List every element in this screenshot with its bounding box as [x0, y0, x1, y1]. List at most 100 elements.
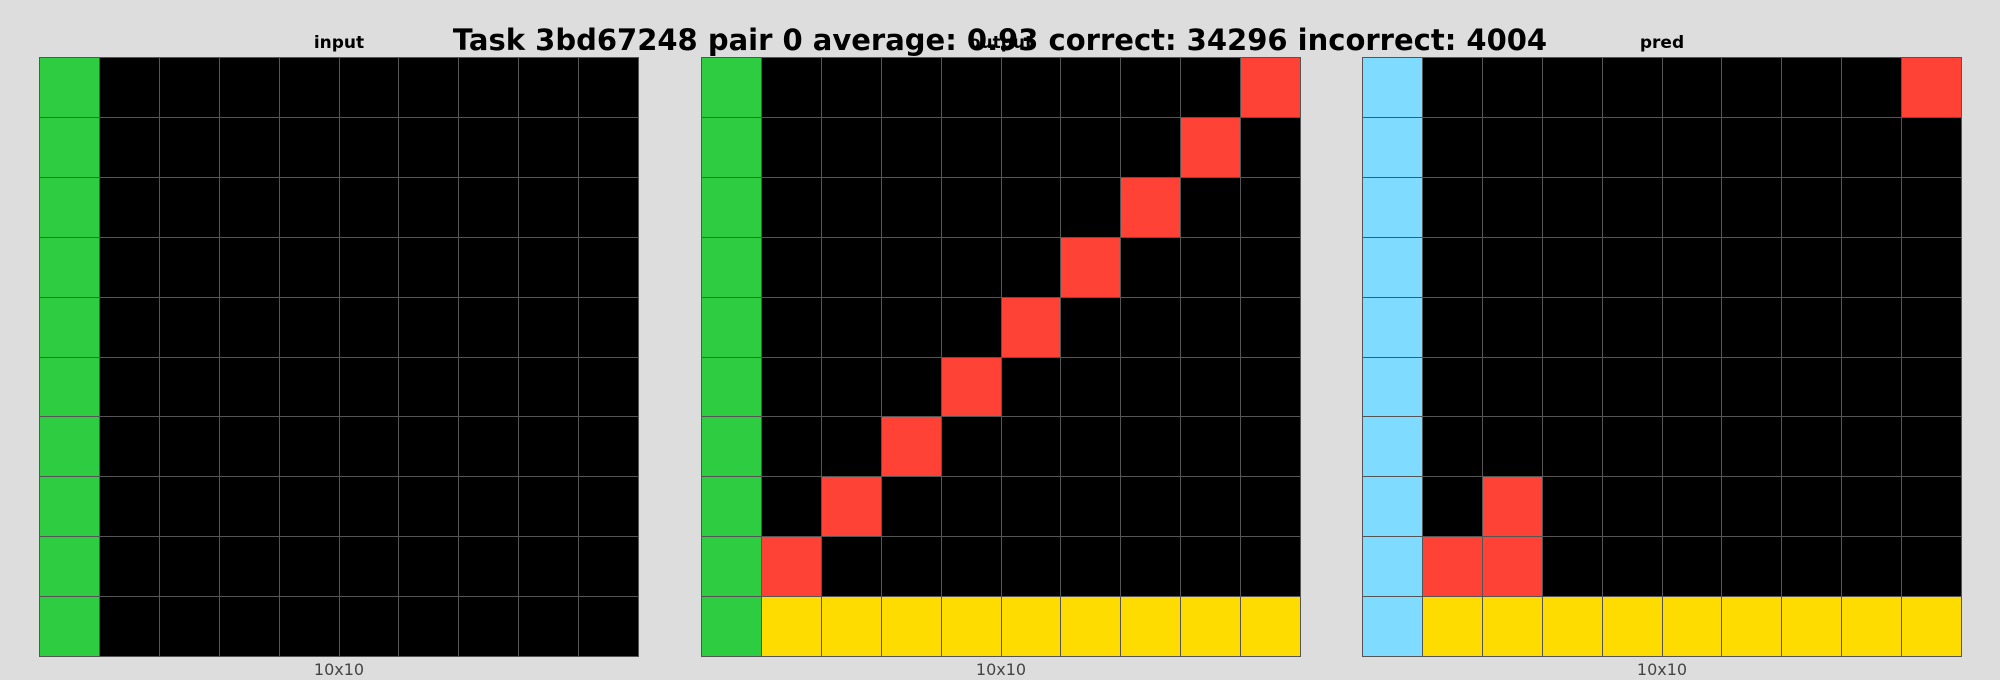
grid-cell [159, 537, 219, 597]
grid-cell [702, 357, 761, 417]
grid-cell [941, 477, 1001, 537]
grid-cell [99, 117, 159, 177]
panel-title-input: input [313, 33, 365, 53]
grid-cell [1001, 537, 1061, 597]
panel-pred: pred 10x10 [1362, 0, 1962, 679]
grid-cell [1842, 477, 1902, 537]
grid-cell [279, 597, 339, 656]
grid-cell [339, 537, 399, 597]
grid-cell [1241, 237, 1300, 297]
grid-cell [881, 597, 941, 656]
grid-cell [339, 117, 399, 177]
grid-cell [1001, 477, 1061, 537]
grid-cell [40, 417, 99, 477]
grid-cell [1842, 237, 1902, 297]
grid-cell [1422, 357, 1482, 417]
grid-cell [99, 297, 159, 357]
grid-cell [1363, 477, 1422, 537]
grid-cell [821, 537, 881, 597]
grid-cell [761, 117, 821, 177]
grid-cell [1241, 417, 1300, 477]
grid-cell [881, 237, 941, 297]
grid-cell [1782, 177, 1842, 237]
grid-cell [219, 117, 279, 177]
grid-cell [579, 417, 638, 477]
pred-size-label: 10x10 [1636, 660, 1688, 679]
grid-cell [459, 477, 519, 537]
grid-cell [159, 477, 219, 537]
grid-cell [519, 597, 579, 656]
grid-cell [1542, 597, 1602, 656]
grid-cell [1061, 477, 1121, 537]
grid-cell [99, 237, 159, 297]
grid-cell [40, 297, 99, 357]
grid-cell [159, 117, 219, 177]
grid-cell [1422, 297, 1482, 357]
grid-cell [459, 177, 519, 237]
grid-cell [1662, 58, 1722, 117]
grid-cell [399, 237, 459, 297]
grid-cell [1542, 297, 1602, 357]
grid-cell [1662, 297, 1722, 357]
output-size-label: 10x10 [975, 660, 1027, 679]
grid-cell [1602, 537, 1662, 597]
grid-cell [821, 117, 881, 177]
grid-cell [219, 417, 279, 477]
grid-cell [339, 417, 399, 477]
grid-cell [1363, 58, 1422, 117]
grid-cell [1061, 117, 1121, 177]
grid-cell [1001, 117, 1061, 177]
grid-cell [1181, 177, 1241, 237]
grid-cell [1722, 237, 1782, 297]
grid-cell [1061, 417, 1121, 477]
grid-cell [821, 58, 881, 117]
grid-cell [1782, 297, 1842, 357]
grid-cell [40, 58, 99, 117]
grid-cell [579, 477, 638, 537]
grid-cell [1482, 537, 1542, 597]
grid-cell [1061, 537, 1121, 597]
grid-cell [1902, 537, 1961, 597]
grid-cell [1001, 357, 1061, 417]
grid-cell [1422, 58, 1482, 117]
grid-cell [1181, 237, 1241, 297]
grid-cell [1902, 417, 1961, 477]
grid-cell [702, 177, 761, 237]
grid-cell [1241, 477, 1300, 537]
grid-cell [519, 417, 579, 477]
grid-cell [821, 177, 881, 237]
grid-cell [1121, 537, 1181, 597]
grid-cell [702, 297, 761, 357]
grid-cell [1722, 477, 1782, 537]
grid-cell [459, 297, 519, 357]
grid-cell [702, 417, 761, 477]
grid-cell [40, 237, 99, 297]
grid-cell [1482, 417, 1542, 477]
grid-cell [1121, 297, 1181, 357]
grid-cell [1602, 597, 1662, 656]
grid-cell [702, 477, 761, 537]
grid-cell [519, 297, 579, 357]
grid-cell [1363, 117, 1422, 177]
grid-cell [1782, 477, 1842, 537]
grid-cell [881, 297, 941, 357]
grid-cell [1662, 177, 1722, 237]
grid-cell [339, 297, 399, 357]
grid-cell [1422, 537, 1482, 597]
grid-cell [1241, 357, 1300, 417]
panel-title-pred: pred [1639, 33, 1685, 53]
grid-cell [159, 297, 219, 357]
grid-cell [881, 357, 941, 417]
grid-cell [761, 357, 821, 417]
grid-cell [99, 177, 159, 237]
grid-cell [1662, 417, 1722, 477]
grid-cell [1121, 417, 1181, 477]
grid-cell [279, 237, 339, 297]
grid-cell [1181, 357, 1241, 417]
grid-cell [1902, 597, 1961, 656]
grid-cell [219, 537, 279, 597]
grid-cell [1061, 237, 1121, 297]
grid-cell [579, 177, 638, 237]
grid-cell [941, 537, 1001, 597]
grid-cell [399, 58, 459, 117]
